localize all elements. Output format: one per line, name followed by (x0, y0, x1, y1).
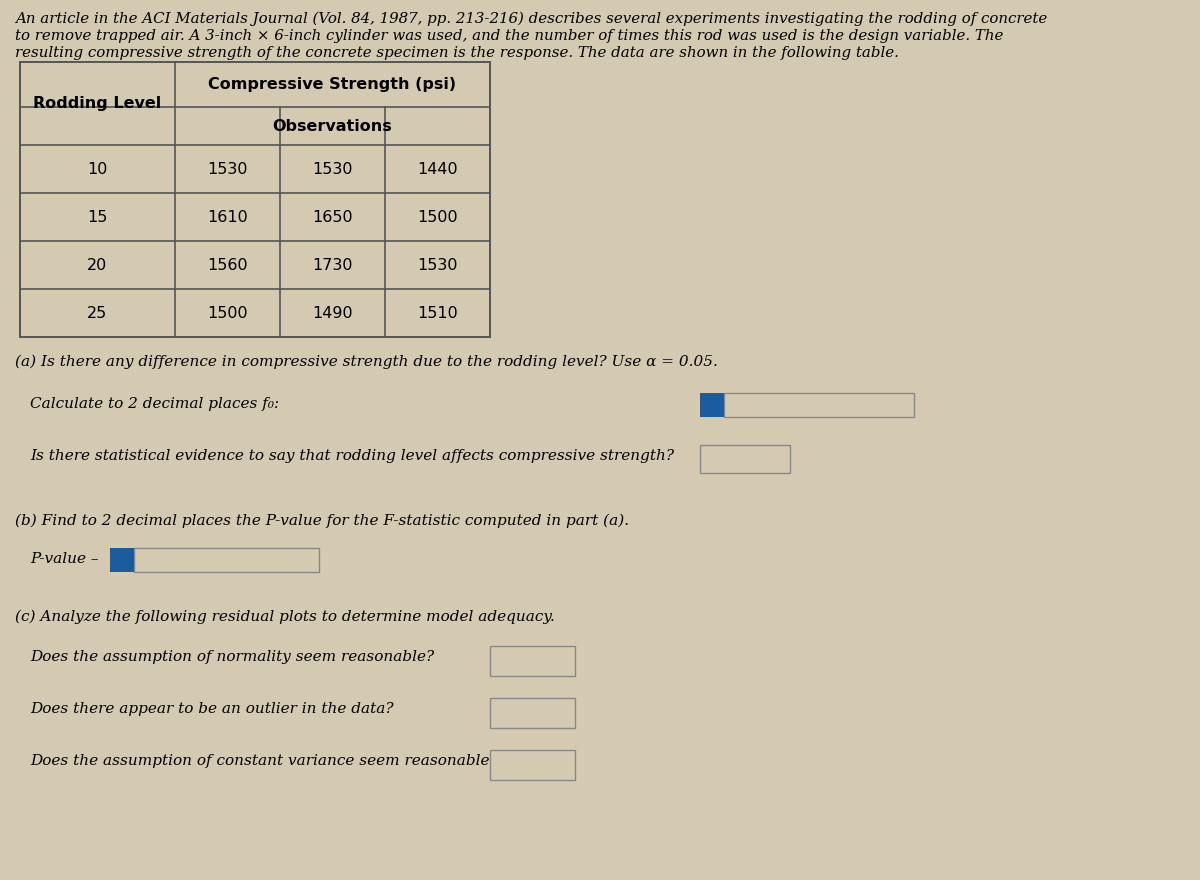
Text: Does the assumption of normality seem reasonable?: Does the assumption of normality seem re… (30, 650, 434, 664)
Bar (490, 646, 575, 676)
Text: 1500: 1500 (418, 209, 458, 224)
Text: An article in the ACI Materials Journal (Vol. 84, 1987, pp. 213-216) describes s: An article in the ACI Materials Journal … (14, 12, 1048, 26)
Text: 15: 15 (88, 209, 108, 224)
Text: (a) Is there any difference in compressive strength due to the rodding level? Us: (a) Is there any difference in compressi… (14, 355, 718, 370)
Text: Is there statistical evidence to say that rodding level affects compressive stre: Is there statistical evidence to say tha… (30, 449, 674, 463)
Text: 1490: 1490 (312, 305, 353, 320)
Bar (20, 62, 490, 337)
Text: i: i (710, 399, 714, 412)
Text: 1440: 1440 (418, 162, 458, 177)
Text: Observations: Observations (272, 119, 392, 134)
Text: to remove trapped air. A 3-inch × 6-inch cylinder was used, and the number of ti: to remove trapped air. A 3-inch × 6-inch… (14, 29, 1003, 43)
Text: i: i (120, 554, 124, 567)
Text: 25: 25 (88, 305, 108, 320)
Text: (b) Find to 2 decimal places the P-value for the F-statistic computed in part (a: (b) Find to 2 decimal places the P-value… (14, 514, 629, 528)
Bar (134, 548, 319, 572)
Bar (724, 393, 914, 417)
Text: 1530: 1530 (418, 258, 457, 273)
Text: Does there appear to be an outlier in the data?: Does there appear to be an outlier in th… (30, 702, 394, 716)
Text: Does the assumption of constant variance seem reasonable?: Does the assumption of constant variance… (30, 754, 498, 768)
Text: v: v (529, 707, 536, 720)
Text: resulting compressive strength of the concrete specimen is the response. The dat: resulting compressive strength of the co… (14, 46, 899, 60)
Text: Compressive Strength (psi): Compressive Strength (psi) (209, 77, 456, 92)
Text: Rodding Level: Rodding Level (34, 96, 162, 111)
Text: 1530: 1530 (312, 162, 353, 177)
Text: 20: 20 (88, 258, 108, 273)
Bar (490, 698, 575, 728)
Text: 1500: 1500 (208, 305, 248, 320)
Text: 1560: 1560 (208, 258, 248, 273)
Text: v: v (529, 655, 536, 668)
Bar (490, 750, 575, 780)
Text: 1530: 1530 (208, 162, 247, 177)
Text: 1650: 1650 (312, 209, 353, 224)
Bar (110, 548, 134, 572)
Bar (700, 393, 724, 417)
Text: P-value –: P-value – (30, 552, 98, 566)
Text: v: v (529, 759, 536, 772)
Text: 10: 10 (88, 162, 108, 177)
Text: v: v (742, 452, 749, 466)
Text: (c) Analyze the following residual plots to determine model adequacy.: (c) Analyze the following residual plots… (14, 610, 554, 625)
Text: 1730: 1730 (312, 258, 353, 273)
Bar (700, 445, 790, 473)
Text: Calculate to 2 decimal places f₀:: Calculate to 2 decimal places f₀: (30, 397, 280, 411)
Text: 1510: 1510 (418, 305, 458, 320)
Text: 1610: 1610 (208, 209, 248, 224)
